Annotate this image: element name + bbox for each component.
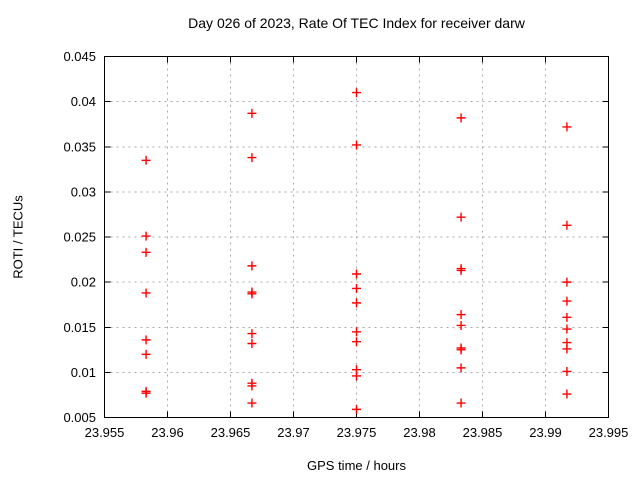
data-point-marker: [456, 320, 466, 330]
data-point-marker: [247, 261, 257, 271]
data-point-marker: [456, 345, 466, 355]
y-tick-label: 0.025: [63, 230, 96, 245]
y-tick-label: 0.02: [71, 275, 96, 290]
data-point-marker: [456, 212, 466, 222]
x-tick-label: 23.955: [85, 425, 125, 440]
y-tick-label: 0.005: [63, 410, 96, 425]
data-point-marker: [352, 298, 361, 308]
data-point-marker: [141, 335, 151, 345]
data-point-marker: [456, 310, 466, 320]
data-point-marker: [247, 153, 257, 163]
data-point-marker: [456, 265, 466, 275]
x-tick-label: 23.965: [211, 425, 251, 440]
data-point-marker: [141, 349, 151, 359]
x-tick-label: 23.975: [337, 425, 377, 440]
data-point-marker: [141, 388, 151, 398]
y-tick-label: 0.04: [71, 94, 96, 109]
data-point-marker: [562, 389, 572, 399]
data-point-marker: [352, 283, 361, 293]
x-tick-label: 23.995: [589, 425, 629, 440]
y-tick-label: 0.03: [71, 184, 96, 199]
data-point-marker: [562, 277, 572, 287]
x-tick-label: 23.98: [403, 425, 436, 440]
data-point-marker: [456, 363, 466, 373]
data-point-marker: [562, 296, 572, 306]
data-point-marker: [352, 337, 361, 347]
y-tick-label: 0.035: [63, 139, 96, 154]
data-point-marker: [562, 366, 572, 376]
x-tick-label: 23.96: [151, 425, 184, 440]
data-point-marker: [141, 288, 151, 298]
data-point-marker: [247, 108, 257, 118]
data-point-marker: [352, 404, 361, 414]
plot-frame: [104, 56, 609, 418]
data-point-marker: [247, 329, 257, 339]
y-tick-label: 0.045: [63, 49, 96, 64]
data-point-marker: [352, 327, 361, 337]
data-point-marker: [562, 312, 572, 322]
data-point-marker: [247, 381, 257, 391]
data-point-marker: [562, 220, 572, 230]
data-point-marker: [456, 113, 466, 123]
data-point-marker: [247, 398, 257, 408]
chart-title: Day 026 of 2023, Rate Of TEC Index for r…: [188, 15, 525, 31]
data-point-marker: [562, 344, 572, 354]
data-point-marker: [352, 140, 361, 150]
y-tick-label: 0.015: [63, 320, 96, 335]
data-point-marker: [247, 338, 257, 348]
y-tick-label: 0.01: [71, 365, 96, 380]
data-point-marker: [562, 324, 572, 334]
data-point-marker: [352, 371, 361, 381]
data-point-marker: [352, 88, 361, 98]
data-point-marker: [141, 155, 151, 165]
x-axis-label: GPS time / hours: [307, 458, 406, 473]
data-point-marker: [141, 247, 151, 257]
data-point-marker: [352, 269, 361, 279]
x-tick-label: 23.985: [463, 425, 503, 440]
x-tick-label: 23.97: [277, 425, 310, 440]
data-point-marker: [247, 289, 257, 299]
data-point-marker: [141, 231, 151, 241]
data-point-marker: [562, 122, 572, 132]
data-point-marker: [456, 398, 466, 408]
x-tick-label: 23.99: [529, 425, 562, 440]
